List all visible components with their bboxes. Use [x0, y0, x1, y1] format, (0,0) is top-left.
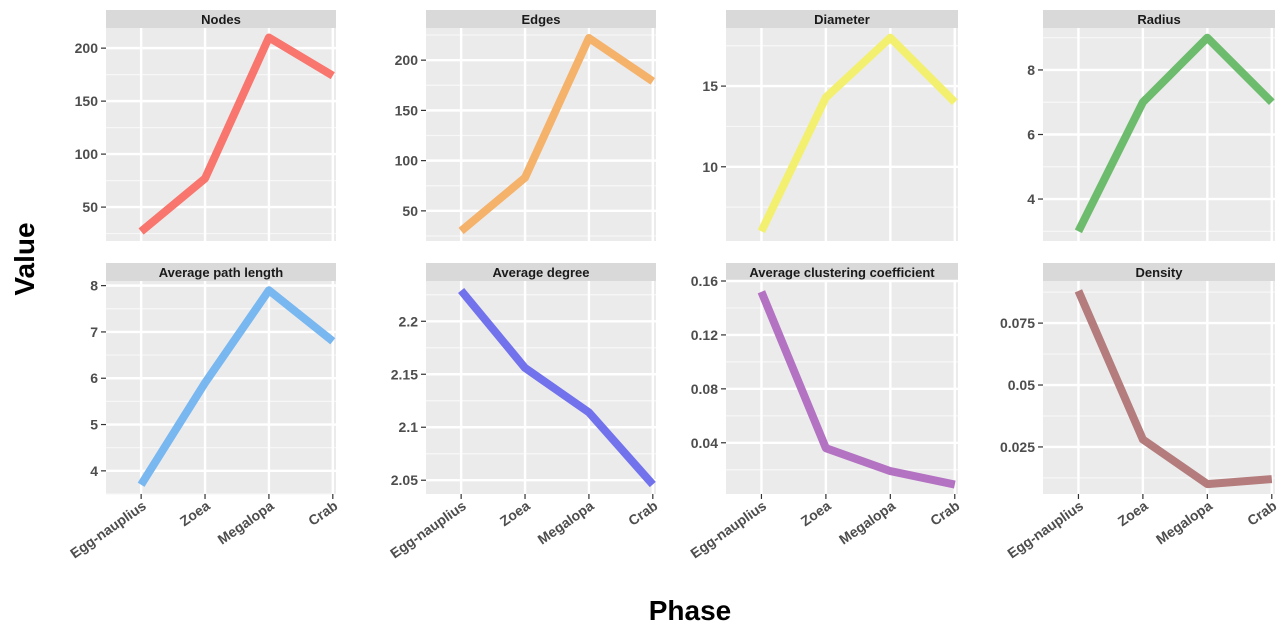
x-tick-label: Egg-nauplius — [67, 497, 149, 561]
x-tick-label: Megalopa — [1153, 497, 1215, 547]
x-tick-label: Crab — [625, 497, 660, 528]
x-tick-label: Egg-nauplius — [687, 497, 769, 561]
x-tick-label: Megalopa — [535, 497, 597, 547]
panel-8: Density 0.025 0.05 0.075 Egg-nauplius Zoea Meg… — [1000, 263, 1280, 561]
y-tick-label: 0.05 — [1008, 377, 1035, 393]
panel-6: Average degree 2.05 2.1 2.15 2.2 Egg-nauplius… — [387, 263, 660, 561]
panel-title: Average degree — [492, 265, 589, 280]
x-tick-label: Egg-nauplius — [1004, 497, 1086, 561]
y-tick-label: 200 — [395, 52, 419, 68]
y-tick-label: 6 — [1027, 127, 1035, 143]
y-tick-label: 150 — [75, 93, 99, 109]
panel-5: Average path length 4 5 6 7 8 Egg-nauplius Zoea… — [67, 263, 340, 561]
x-tick-label: Zoea — [798, 497, 834, 529]
y-tick-label: 0.075 — [1000, 315, 1035, 331]
panel-title: Average path length — [159, 265, 284, 280]
y-tick-label: 2.15 — [391, 366, 418, 382]
y-tick-label: 0.04 — [691, 435, 718, 451]
x-tick-label: Crab — [1244, 497, 1279, 528]
x-tick-label: Megalopa — [215, 497, 277, 547]
x-tick-label: Crab — [927, 497, 962, 528]
y-tick-label: 5 — [90, 417, 98, 433]
panel-1: Nodes 50 100 150 200 — [75, 10, 336, 241]
x-tick-label: Zoea — [177, 497, 213, 529]
x-tick-label: Crab — [305, 497, 340, 528]
y-tick-label: 50 — [402, 203, 418, 219]
panel-title: Average clustering coefficient — [749, 265, 935, 280]
panel-2: Edges 50 100 150 200 — [395, 10, 656, 241]
facet-panels: Nodes 50 100 150 200 Edges 50 100 150 200 Diameter… — [67, 10, 1279, 561]
x-tick-label: Zoea — [497, 497, 533, 529]
x-tick-label: Megalopa — [836, 497, 898, 547]
y-axis-title: Value — [9, 222, 40, 295]
panel-3: Diameter 10 15 — [702, 10, 958, 241]
panel-title: Diameter — [814, 12, 870, 27]
y-tick-label: 0.025 — [1000, 439, 1035, 455]
y-tick-label: 0.08 — [691, 381, 718, 397]
panel-4: Radius 4 6 8 — [1027, 10, 1275, 241]
y-tick-label: 50 — [82, 199, 98, 215]
y-tick-label: 6 — [90, 370, 98, 386]
y-tick-label: 4 — [1027, 191, 1035, 207]
y-tick-label: 150 — [395, 102, 419, 118]
y-tick-label: 100 — [75, 146, 99, 162]
y-tick-label: 2.1 — [399, 419, 419, 435]
panel-title: Edges — [521, 12, 560, 27]
y-tick-label: 8 — [1027, 62, 1035, 78]
y-tick-label: 15 — [702, 78, 718, 94]
y-tick-label: 7 — [90, 324, 98, 340]
y-tick-label: 10 — [702, 159, 718, 175]
y-tick-label: 0.16 — [691, 273, 718, 289]
panel-7: Average clustering coefficient 0.04 0.08 0.… — [687, 263, 962, 561]
y-tick-label: 8 — [90, 278, 98, 294]
y-tick-label: 2.2 — [399, 313, 419, 329]
panel-title: Density — [1136, 265, 1184, 280]
y-tick-label: 100 — [395, 153, 419, 169]
y-tick-label: 200 — [75, 40, 99, 56]
y-tick-label: 4 — [90, 463, 98, 479]
x-tick-label: Egg-nauplius — [387, 497, 469, 561]
y-tick-label: 0.12 — [691, 327, 718, 343]
panel-title: Radius — [1137, 12, 1180, 27]
y-tick-label: 2.05 — [391, 472, 418, 488]
panel-title: Nodes — [201, 12, 241, 27]
x-axis-title: Phase — [649, 595, 732, 626]
x-tick-label: Zoea — [1115, 497, 1151, 529]
